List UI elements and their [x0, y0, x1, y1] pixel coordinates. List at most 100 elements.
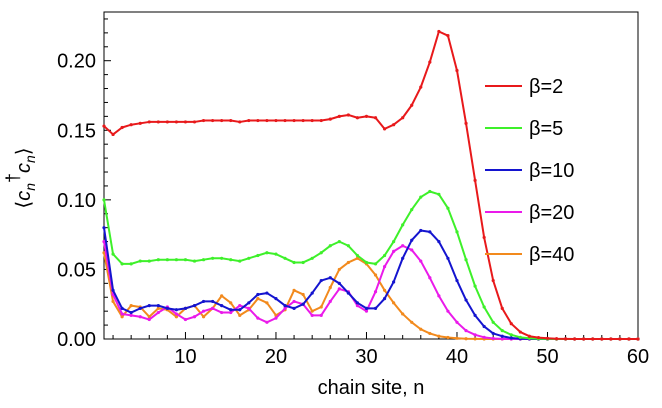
data-point	[609, 337, 613, 341]
data-point	[301, 292, 305, 297]
data-point	[238, 304, 242, 308]
data-point	[147, 120, 151, 124]
data-point	[220, 118, 224, 123]
data-point	[509, 322, 513, 326]
data-point	[437, 192, 441, 196]
data-point	[138, 306, 142, 310]
data-point	[373, 116, 378, 120]
data-point	[382, 297, 387, 301]
data-point	[247, 256, 251, 260]
x-tick-label: 20	[265, 346, 287, 368]
data-point	[455, 68, 459, 73]
x-tick-label: 50	[536, 346, 558, 368]
x-tick-label: 30	[355, 346, 377, 368]
data-point	[102, 124, 106, 128]
data-point	[138, 121, 142, 125]
data-point	[401, 244, 405, 248]
data-point	[265, 251, 269, 255]
data-point	[129, 262, 133, 266]
data-point	[174, 120, 179, 124]
data-point	[238, 308, 242, 312]
data-point	[120, 262, 124, 266]
data-point	[174, 312, 179, 316]
data-point	[301, 260, 305, 265]
data-point	[437, 29, 441, 34]
data-point	[165, 306, 169, 310]
data-point	[111, 132, 115, 137]
data-point	[301, 118, 305, 123]
data-point	[211, 256, 215, 260]
data-point	[446, 256, 450, 260]
data-point	[310, 256, 314, 260]
data-point	[527, 334, 531, 338]
data-point	[220, 294, 224, 298]
data-point	[482, 324, 486, 329]
data-point	[183, 317, 188, 322]
data-point	[328, 299, 332, 304]
data-point	[138, 259, 142, 263]
data-point	[229, 310, 233, 315]
data-point	[174, 308, 179, 312]
data-point	[247, 301, 251, 305]
data-point	[627, 337, 631, 341]
data-point	[111, 299, 115, 304]
data-point	[437, 240, 441, 244]
x-tick-label: 10	[174, 346, 196, 368]
data-point	[491, 278, 495, 283]
data-point	[419, 195, 423, 199]
data-point	[147, 304, 151, 308]
x-tick-label: 60	[627, 346, 649, 368]
data-point	[120, 315, 124, 319]
series-β=2	[102, 29, 640, 341]
data-point	[220, 304, 224, 308]
data-point	[437, 294, 441, 298]
x-axis-title: chain site, n	[318, 377, 425, 399]
data-point	[500, 306, 504, 310]
data-point	[536, 336, 541, 340]
data-point	[392, 240, 396, 244]
data-point	[518, 330, 522, 334]
data-point	[274, 316, 278, 320]
data-point	[346, 260, 350, 265]
data-point	[292, 288, 296, 292]
data-point	[618, 337, 622, 341]
data-point	[156, 120, 160, 124]
data-point	[238, 120, 242, 124]
data-point	[428, 189, 432, 194]
y-tick-label: 0.10	[57, 190, 96, 212]
data-point	[201, 315, 206, 319]
legend-item: β=10	[485, 160, 574, 182]
data-point	[265, 118, 269, 123]
data-point	[355, 301, 360, 305]
data-point	[419, 85, 423, 89]
data-point	[419, 327, 423, 331]
data-point	[274, 297, 278, 301]
data-point	[518, 335, 522, 339]
data-point	[455, 230, 459, 234]
data-point	[310, 313, 314, 317]
data-point	[364, 260, 369, 265]
data-point	[410, 320, 414, 324]
data-point	[265, 301, 269, 305]
data-point	[165, 120, 169, 124]
data-point	[509, 333, 513, 337]
data-point	[455, 336, 459, 340]
data-point	[482, 305, 486, 309]
data-point	[174, 315, 179, 319]
data-point	[111, 288, 115, 292]
data-point	[446, 335, 450, 340]
data-point	[229, 308, 233, 312]
data-point	[500, 334, 504, 338]
data-point	[428, 60, 432, 64]
data-point	[292, 306, 296, 310]
data-point	[464, 121, 468, 125]
data-point	[500, 329, 504, 333]
data-point	[265, 291, 269, 295]
data-point	[410, 248, 414, 252]
data-point	[156, 258, 160, 262]
data-point	[238, 259, 242, 263]
data-point	[229, 258, 233, 262]
data-point	[102, 226, 106, 230]
svg-text:⟨cn†cn⟩: ⟨cn†cn⟩	[3, 147, 38, 208]
